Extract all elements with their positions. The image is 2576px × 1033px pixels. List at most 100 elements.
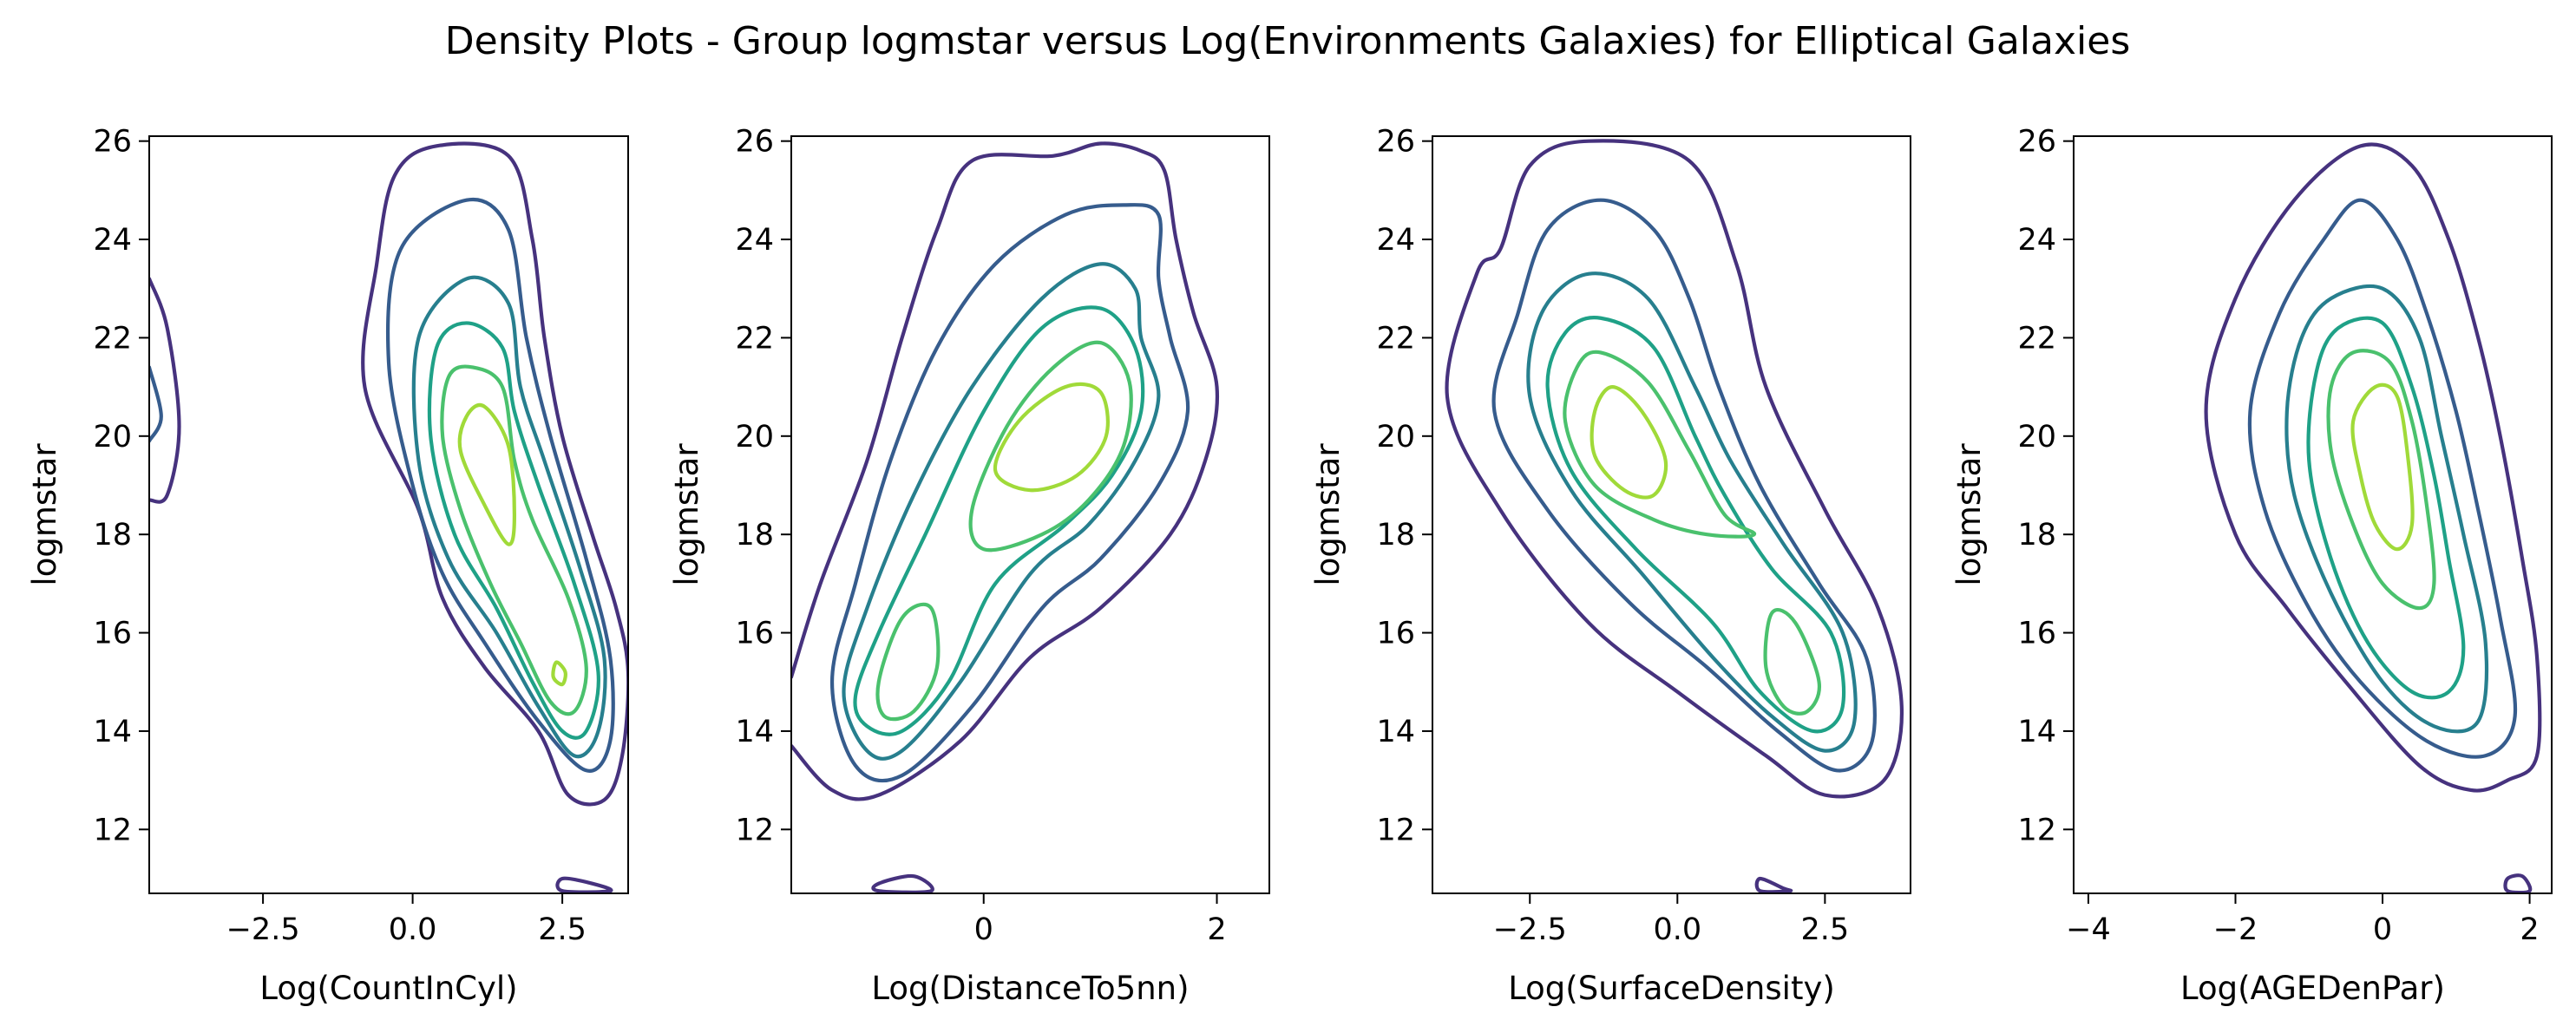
y-tick-label: 22 [2017, 321, 2056, 356]
x-axis-label: Log(DistanceTo5nn) [871, 970, 1189, 1007]
density-contour-level-5 [551, 660, 567, 687]
y-tick-label: 26 [735, 125, 774, 160]
y-axis-label: logmstar [1309, 443, 1347, 586]
x-tick-label: 2.5 [538, 912, 587, 947]
y-tick-label: 20 [2017, 420, 2056, 454]
y-tick-label: 20 [735, 420, 774, 454]
x-tick-label: 0 [974, 912, 993, 947]
y-tick-label: 18 [735, 518, 774, 552]
density-contour-level-2 [411, 275, 607, 759]
density-contour-level-1 [829, 203, 1190, 783]
axes-frame [2073, 135, 2553, 894]
density-contour-level-0 [1445, 139, 1904, 799]
y-tick-label: 12 [2017, 813, 2056, 847]
density-contour-level-4 [1563, 350, 1756, 539]
density-contour-level-4 [440, 364, 588, 716]
y-tick-label: 18 [1376, 518, 1415, 552]
density-contour-level-3 [427, 321, 600, 740]
y-tick-label: 12 [735, 813, 774, 847]
y-tick-label: 20 [93, 420, 132, 454]
density-contour-level-4 [2326, 349, 2436, 611]
density-contour-level-0 [1754, 876, 1793, 893]
density-contour-level-1 [1491, 198, 1877, 773]
density-contour-level-4 [1763, 608, 1822, 716]
y-tick-label: 14 [735, 715, 774, 749]
density-contour-level-0 [2503, 873, 2533, 893]
density-contour-level-3 [853, 305, 1145, 736]
density-contour-level-5 [993, 382, 1110, 493]
contour-group [149, 141, 628, 893]
x-axis-label: Log(CountInCyl) [259, 970, 517, 1007]
y-tick-label: 24 [735, 223, 774, 258]
density-contour-level-0 [555, 876, 613, 893]
contour-group [1445, 139, 1904, 893]
y-tick-label: 18 [93, 518, 132, 552]
y-tick-label: 20 [1376, 420, 1415, 454]
y-tick-label: 26 [1376, 125, 1415, 160]
x-tick-label: 2.5 [1801, 912, 1850, 947]
density-contour-level-4 [968, 340, 1133, 552]
contour-group [2204, 142, 2542, 893]
y-tick-label: 14 [1376, 715, 1415, 749]
density-contour-level-0 [791, 141, 1220, 801]
density-contour-level-5 [2350, 382, 2415, 552]
density-contour-level-1 [385, 197, 615, 773]
x-tick-label: −2.5 [226, 912, 300, 947]
density-contour-level-0 [871, 873, 934, 893]
density-contour-level-2 [1526, 271, 1858, 753]
axes-frame [790, 135, 1270, 894]
density-panel-1: −2.5 0.0 2.5 12 14 16 18 20 22 24 26 Log(CountInCyl… [26, 125, 629, 1007]
density-contour-level-3 [1545, 316, 1846, 734]
density-contour-level-2 [842, 262, 1161, 761]
y-tick-label: 14 [2017, 715, 2056, 749]
y-tick-label: 26 [93, 125, 132, 160]
y-tick-label: 22 [93, 321, 132, 356]
x-tick-label: 0.0 [1653, 912, 1701, 947]
y-axis-label: logmstar [668, 443, 705, 586]
y-tick-label: 16 [2017, 617, 2056, 651]
y-tick-label: 24 [1376, 223, 1415, 258]
x-tick-label: 0.0 [389, 912, 437, 947]
x-tick-label: −2 [2213, 912, 2258, 947]
y-tick-label: 12 [93, 813, 132, 847]
y-tick-label: 16 [735, 617, 774, 651]
x-tick-label: −2.5 [1493, 912, 1567, 947]
y-tick-label: 22 [735, 321, 774, 356]
x-tick-label: 0 [2373, 912, 2392, 947]
density-panel-2: 0 2 12 14 16 18 20 22 24 26 Log(DistanceTo5nn) logm… [668, 125, 1270, 1007]
x-tick-label: −4 [2066, 912, 2111, 947]
density-contour-level-1 [149, 365, 163, 443]
x-axis-label: Log(AGEDenPar) [2180, 970, 2445, 1007]
density-contour-level-0 [149, 277, 181, 504]
contour-group [791, 141, 1220, 893]
density-contour-level-0 [361, 141, 628, 807]
density-contour-level-5 [1590, 385, 1668, 500]
figure-title: Density Plots - Group logmstar versus Lo… [445, 19, 2131, 63]
x-axis-label: Log(SurfaceDensity) [1508, 970, 1835, 1007]
density-panel-3: −2.5 0.0 2.5 12 14 16 18 20 22 24 26 Log(SurfaceDen… [1309, 125, 1911, 1007]
y-tick-label: 22 [1376, 321, 1415, 356]
density-panel-4: −4 −2 0 2 12 14 16 18 20 22 24 26 Log(AGEDenPar) logm… [1950, 125, 2553, 1007]
y-tick-label: 24 [93, 223, 132, 258]
y-tick-label: 16 [93, 617, 132, 651]
axes-frame [148, 135, 629, 894]
density-contour-level-1 [2247, 198, 2518, 759]
y-tick-label: 12 [1376, 813, 1415, 847]
density-contour-level-5 [457, 402, 516, 546]
y-tick-label: 14 [93, 715, 132, 749]
y-tick-label: 16 [1376, 617, 1415, 651]
y-axis-label: logmstar [26, 443, 63, 586]
density-contour-level-2 [2284, 284, 2489, 734]
x-tick-label: 2 [2520, 912, 2539, 947]
density-contour-level-4 [875, 602, 941, 722]
y-tick-label: 24 [2017, 223, 2056, 258]
y-axis-label: logmstar [1950, 443, 1988, 586]
x-tick-label: 2 [1207, 912, 1226, 947]
density-contour-level-0 [2204, 142, 2542, 793]
axes-frame [1432, 135, 1911, 894]
density-contour-level-3 [2306, 316, 2466, 700]
y-tick-label: 18 [2017, 518, 2056, 552]
y-tick-label: 26 [2017, 125, 2056, 160]
